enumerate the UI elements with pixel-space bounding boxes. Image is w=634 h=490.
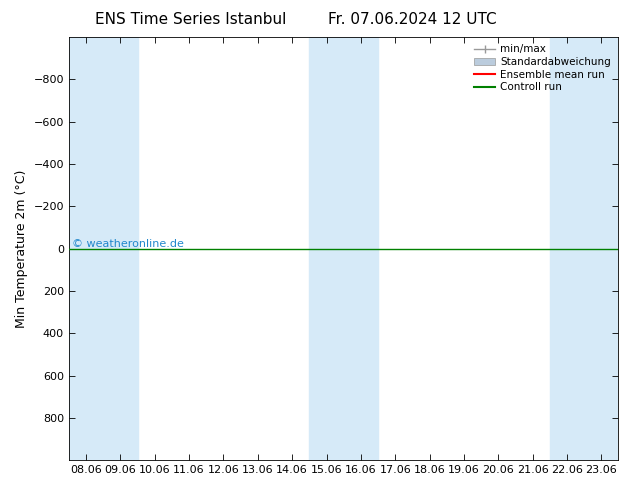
Bar — [69, 37, 138, 460]
Bar — [309, 37, 378, 460]
Legend: min/max, Standardabweichung, Ensemble mean run, Controll run: min/max, Standardabweichung, Ensemble me… — [472, 42, 613, 94]
Bar — [550, 37, 619, 460]
Text: Fr. 07.06.2024 12 UTC: Fr. 07.06.2024 12 UTC — [328, 12, 496, 27]
Y-axis label: Min Temperature 2m (°C): Min Temperature 2m (°C) — [15, 170, 28, 328]
Text: ENS Time Series Istanbul: ENS Time Series Istanbul — [94, 12, 286, 27]
Text: © weatheronline.de: © weatheronline.de — [72, 239, 183, 248]
